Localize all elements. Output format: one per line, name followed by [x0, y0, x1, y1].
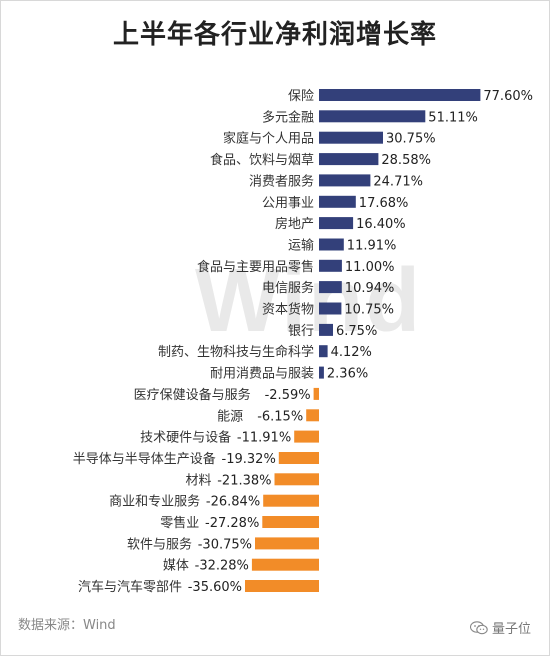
bar — [319, 174, 371, 187]
category-label: 半导体与半导体生产设备 — [73, 451, 216, 467]
bar — [319, 281, 342, 294]
wechat-icon — [470, 620, 488, 634]
bar — [313, 387, 319, 400]
bar — [319, 89, 481, 101]
value-label: 2.36% — [327, 367, 368, 382]
value-label: -21.38% — [217, 473, 271, 488]
value-label: -6.15% — [257, 409, 303, 424]
category-label: 汽车与汽车零部件 — [78, 579, 182, 595]
category-label: 制药、生物科技与生命科学 — [158, 344, 314, 360]
bar — [319, 195, 356, 208]
value-label: 10.75% — [344, 303, 394, 318]
bar — [319, 345, 328, 358]
source-note: 数据来源：Wind — [18, 618, 116, 633]
value-label: 28.58% — [381, 153, 431, 168]
category-label: 零售业 — [160, 515, 199, 531]
bar — [319, 217, 354, 230]
category-label: 技术硬件与设备 — [140, 430, 231, 446]
value-label: -32.28% — [195, 559, 249, 574]
value-label: -35.60% — [188, 580, 242, 595]
category-label: 电信服务 — [262, 280, 314, 296]
category-label: 媒体 — [163, 559, 189, 574]
category-label: 商业和专业服务 — [109, 494, 200, 510]
bar — [251, 558, 319, 571]
watermark: Wind — [195, 251, 423, 351]
category-label: 消费者服务 — [249, 173, 314, 189]
bar — [319, 302, 342, 315]
bar — [319, 110, 426, 123]
value-label: 6.75% — [336, 324, 377, 339]
bar-chart: 77.60% 保险 51.11% 多元金融 30.75% 家庭与个人用品 28.58% 食品、… — [73, 89, 533, 595]
value-label: 51.11% — [428, 110, 478, 125]
category-label: 房地产 — [275, 216, 314, 232]
category-label: 软件与服务 — [127, 536, 192, 552]
value-label: 77.60% — [483, 89, 533, 104]
bar — [306, 409, 319, 422]
chart-title: 上半年各行业净利润增长率 — [112, 20, 437, 50]
category-label: 保险 — [288, 89, 314, 104]
category-label: 材料 — [185, 473, 211, 488]
value-label: 11.00% — [345, 260, 395, 275]
bar — [294, 430, 319, 443]
bar — [319, 153, 379, 166]
category-label: 医疗保健设备与服务 — [134, 387, 251, 403]
bar — [319, 323, 333, 336]
bar — [245, 580, 319, 592]
category-label: 资本货物 — [262, 302, 314, 318]
category-label: 公用事业 — [262, 196, 314, 211]
value-label: 16.40% — [356, 217, 406, 232]
value-label: 24.71% — [373, 174, 423, 189]
category-label: 耐用消费品与服装 — [210, 367, 314, 382]
value-label: -11.91% — [237, 431, 291, 446]
value-label: -27.28% — [205, 516, 259, 531]
value-label: -30.75% — [198, 537, 252, 552]
category-label: 能源 — [217, 409, 243, 424]
bar — [274, 473, 319, 486]
value-label: -26.84% — [206, 495, 260, 510]
category-label: 家庭与个人用品 — [223, 131, 314, 147]
category-label: 食品、饮料与烟草 — [210, 152, 314, 168]
value-label: -2.59% — [265, 388, 311, 403]
category-label: 多元金融 — [262, 109, 314, 125]
value-label: 4.12% — [331, 345, 372, 360]
bar — [263, 494, 319, 507]
brand: 量子位 — [470, 618, 531, 637]
bar — [255, 537, 319, 550]
category-label: 银行 — [288, 324, 314, 339]
brand-name: 量子位 — [492, 622, 532, 637]
value-label: 11.91% — [347, 239, 397, 254]
category-label: 食品与主要用品零售 — [197, 259, 314, 275]
value-label: -19.32% — [222, 452, 276, 467]
bar — [319, 238, 344, 251]
bar — [319, 259, 342, 272]
bar — [262, 516, 319, 528]
bar — [319, 366, 324, 379]
bar — [278, 452, 319, 464]
category-label: 运输 — [288, 238, 314, 254]
value-label: 17.68% — [359, 196, 409, 211]
bar — [319, 131, 383, 144]
value-label: 10.94% — [345, 281, 395, 296]
value-label: 30.75% — [386, 132, 436, 147]
